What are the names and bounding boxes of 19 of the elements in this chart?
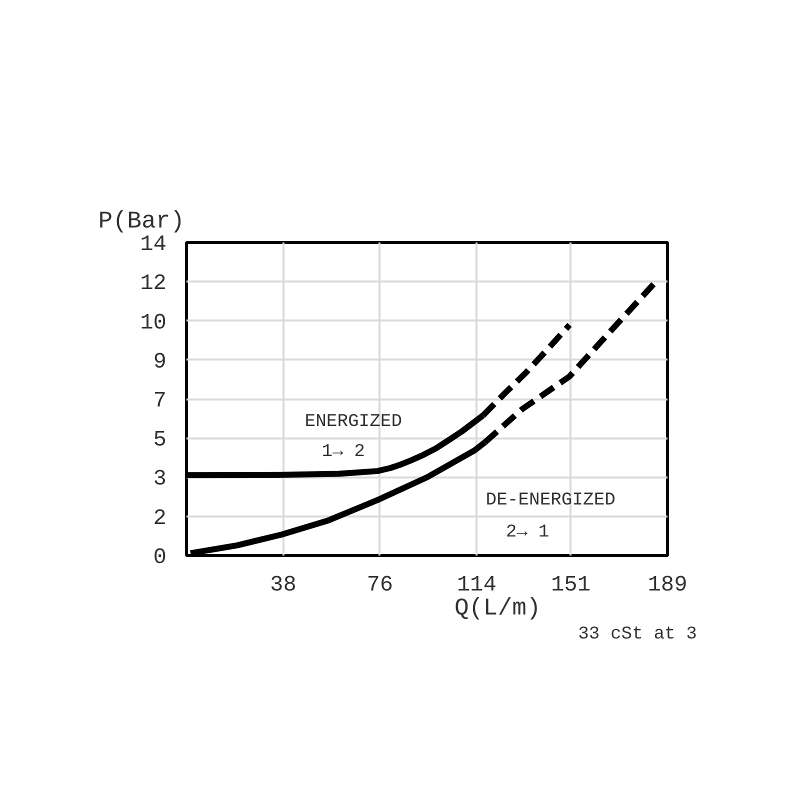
y-tick-label: 2 [153, 506, 166, 531]
x-tick-label: 151 [550, 572, 591, 598]
series-label: ENERGIZED [304, 412, 402, 432]
x-tick-label: 189 [648, 572, 688, 598]
x-tick-label: 114 [456, 572, 496, 598]
y-tick-label: 7 [153, 388, 166, 414]
y-tick-label: 9 [153, 349, 166, 374]
annotation: 2→ 1 [506, 522, 550, 542]
y-tick-label: 10 [140, 310, 166, 336]
text: DE-ENERGIZED [486, 490, 616, 510]
y-tick-label: 12 [140, 271, 166, 296]
y-tick-label: 0 [153, 545, 166, 570]
y-tick-label: 3 [153, 466, 166, 492]
annotation: 1→ 2 [322, 442, 365, 462]
x-tick-label: 38 [270, 572, 296, 598]
y-tick-label: 5 [153, 428, 166, 453]
x-tick-label: 76 [366, 572, 394, 598]
text: 33 cSt at 3 [578, 624, 697, 644]
x-axis-title: Q(L/m) [454, 596, 541, 622]
